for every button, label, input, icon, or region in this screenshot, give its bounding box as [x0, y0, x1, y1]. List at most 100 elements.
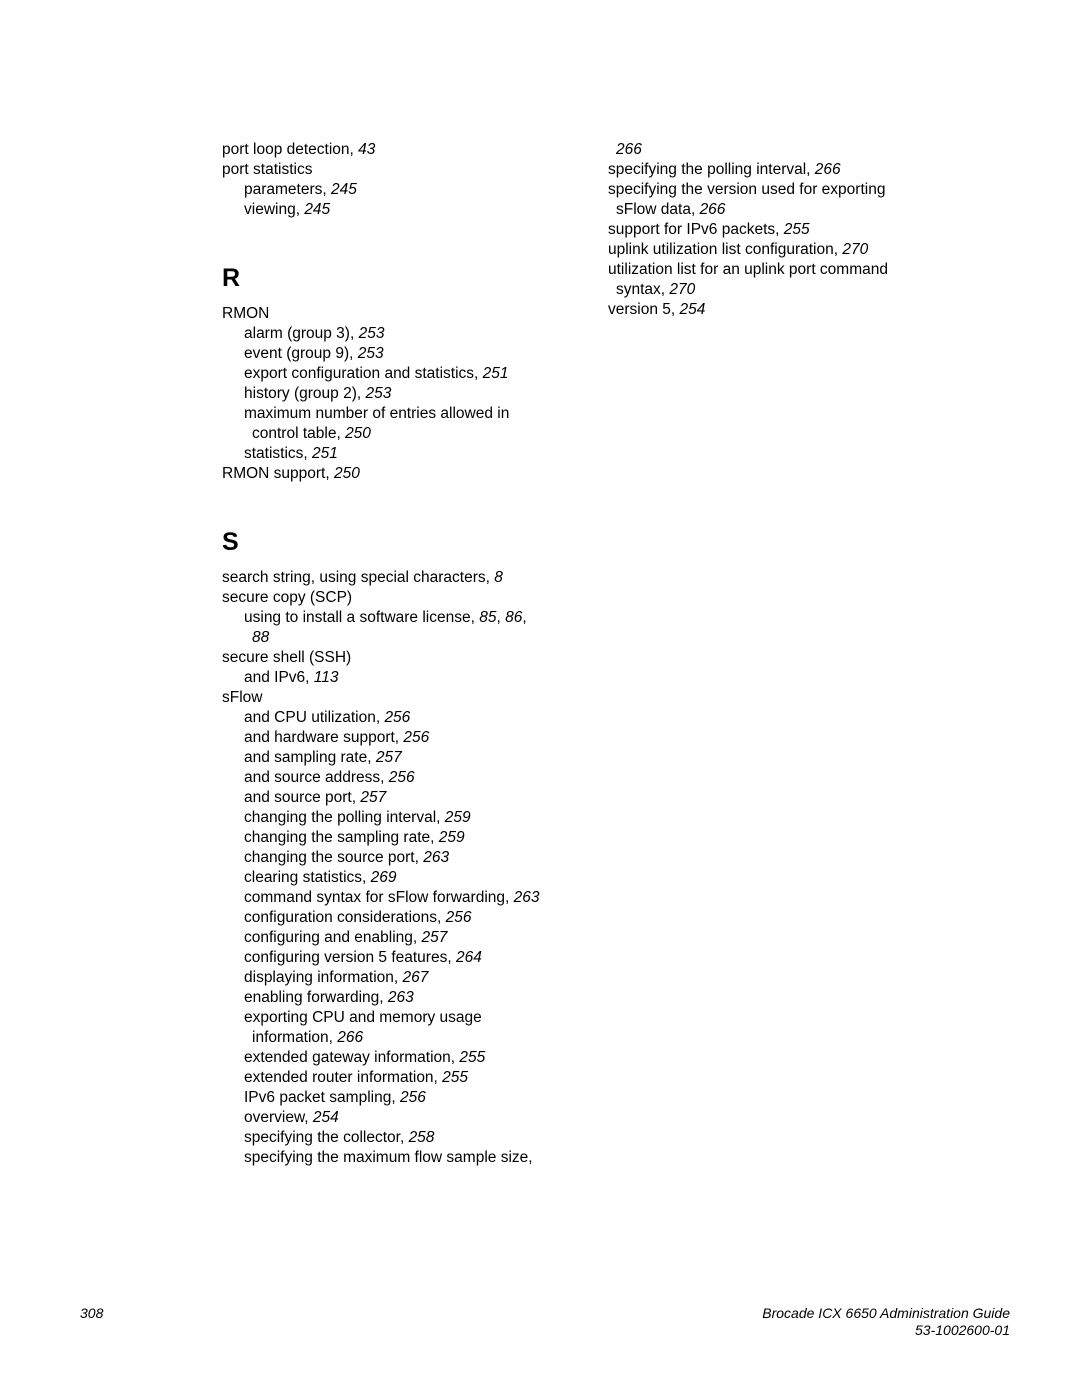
page-reference[interactable]: 113 — [314, 669, 339, 686]
page-reference[interactable]: 255 — [459, 1049, 485, 1066]
page-reference[interactable]: 254 — [680, 301, 706, 318]
index-entry: and sampling rate, 257 — [222, 748, 602, 768]
index-entry: 88 — [222, 628, 602, 648]
index-entry: RMON support, 250 — [222, 464, 602, 484]
index-column-left: port loop detection, 43port statisticspa… — [222, 140, 602, 1168]
page-reference[interactable]: 254 — [313, 1109, 339, 1126]
page-reference[interactable]: 263 — [423, 849, 449, 866]
page-reference[interactable]: 257 — [422, 929, 448, 946]
index-entry: clearing statistics, 269 — [222, 868, 602, 888]
page-reference[interactable]: 251 — [312, 445, 338, 462]
index-entry: specifying the version used for exportin… — [586, 180, 966, 200]
page-reference[interactable]: 43 — [358, 141, 375, 158]
page-reference[interactable]: 255 — [784, 221, 810, 238]
index-column-right: 266specifying the polling interval, 266s… — [586, 140, 966, 320]
page-reference[interactable]: 269 — [371, 869, 397, 886]
page-reference[interactable]: 266 — [815, 161, 841, 178]
index-entry: configuration considerations, 256 — [222, 908, 602, 928]
page-reference[interactable]: 88 — [252, 629, 269, 646]
index-entry: search string, using special characters,… — [222, 568, 602, 588]
index-entry: RMON — [222, 304, 602, 324]
index-entry: sFlow — [222, 688, 602, 708]
footer-page-number: 308 — [80, 1305, 103, 1321]
index-entry: overview, 254 — [222, 1108, 602, 1128]
index-entry: sFlow data, 266 — [586, 200, 966, 220]
page-reference[interactable]: 266 — [616, 141, 642, 158]
page-reference[interactable]: 250 — [345, 425, 371, 442]
page-reference[interactable]: 253 — [358, 345, 384, 362]
index-entry: version 5, 254 — [586, 300, 966, 320]
index-section-head: R — [222, 268, 602, 288]
index-entry: specifying the maximum flow sample size, — [222, 1148, 602, 1168]
page-reference[interactable]: 264 — [456, 949, 482, 966]
index-entry: changing the polling interval, 259 — [222, 808, 602, 828]
page-reference[interactable]: 253 — [359, 325, 385, 342]
index-entry: viewing, 245 — [222, 200, 602, 220]
page-reference[interactable]: 85 — [479, 609, 496, 626]
index-entry: and source port, 257 — [222, 788, 602, 808]
index-entry: specifying the polling interval, 266 — [586, 160, 966, 180]
index-entry: export configuration and statistics, 251 — [222, 364, 602, 384]
index-entry: port loop detection, 43 — [222, 140, 602, 160]
index-entry: statistics, 251 — [222, 444, 602, 464]
index-entry: information, 266 — [222, 1028, 602, 1048]
index-entry: port statistics — [222, 160, 602, 180]
page-reference[interactable]: 263 — [514, 889, 540, 906]
page-reference[interactable]: 255 — [442, 1069, 468, 1086]
page-reference[interactable]: 256 — [400, 1089, 426, 1106]
index-entry: and IPv6, 113 — [222, 668, 602, 688]
page-reference[interactable]: 250 — [334, 465, 360, 482]
page-reference[interactable]: 245 — [304, 201, 330, 218]
page-reference[interactable]: 245 — [331, 181, 357, 198]
page-reference[interactable]: 253 — [365, 385, 391, 402]
page-reference[interactable]: 258 — [409, 1129, 435, 1146]
page-reference[interactable]: 259 — [439, 829, 465, 846]
index-entry: exporting CPU and memory usage — [222, 1008, 602, 1028]
index-entry: alarm (group 3), 253 — [222, 324, 602, 344]
index-entry: and CPU utilization, 256 — [222, 708, 602, 728]
index-entry: changing the source port, 263 — [222, 848, 602, 868]
page-reference[interactable]: 270 — [842, 241, 868, 258]
footer-doc-title: Brocade ICX 6650 Administration Guide — [762, 1305, 1010, 1321]
index-section-head: S — [222, 532, 602, 552]
index-entry: changing the sampling rate, 259 — [222, 828, 602, 848]
page-reference[interactable]: 259 — [445, 809, 471, 826]
index-entry: 266 — [586, 140, 966, 160]
page-reference[interactable]: 256 — [403, 729, 429, 746]
index-entry: utilization list for an uplink port comm… — [586, 260, 966, 280]
page-reference[interactable]: 266 — [337, 1029, 363, 1046]
page-footer: 308 Brocade ICX 6650 Administration Guid… — [80, 1305, 1010, 1339]
page-reference[interactable]: 257 — [376, 749, 402, 766]
page-reference[interactable]: 257 — [360, 789, 386, 806]
index-entry: event (group 9), 253 — [222, 344, 602, 364]
index-entry: configuring and enabling, 257 — [222, 928, 602, 948]
index-entry: control table, 250 — [222, 424, 602, 444]
page-reference[interactable]: 267 — [403, 969, 429, 986]
index-entry: and source address, 256 — [222, 768, 602, 788]
index-entry: syntax, 270 — [586, 280, 966, 300]
index-entry: secure copy (SCP) — [222, 588, 602, 608]
page-reference[interactable]: 251 — [483, 365, 509, 382]
index-entry: enabling forwarding, 263 — [222, 988, 602, 1008]
page-reference[interactable]: 263 — [388, 989, 414, 1006]
index-entry: history (group 2), 253 — [222, 384, 602, 404]
page-reference[interactable]: 8 — [494, 569, 503, 586]
index-entry: and hardware support, 256 — [222, 728, 602, 748]
index-entry: displaying information, 267 — [222, 968, 602, 988]
index-entry: parameters, 245 — [222, 180, 602, 200]
page-reference[interactable]: 256 — [389, 769, 415, 786]
index-entry: maximum number of entries allowed in — [222, 404, 602, 424]
index-entry: specifying the collector, 258 — [222, 1128, 602, 1148]
page-reference[interactable]: 256 — [446, 909, 472, 926]
footer-doc-number: 53-1002600-01 — [915, 1322, 1010, 1338]
index-entry: using to install a software license, 85,… — [222, 608, 602, 628]
index-entry: uplink utilization list configuration, 2… — [586, 240, 966, 260]
index-entry: configuring version 5 features, 264 — [222, 948, 602, 968]
page-reference[interactable]: 270 — [669, 281, 695, 298]
index-entry: secure shell (SSH) — [222, 648, 602, 668]
page-reference[interactable]: 266 — [700, 201, 726, 218]
index-entry: IPv6 packet sampling, 256 — [222, 1088, 602, 1108]
index-entry: extended gateway information, 255 — [222, 1048, 602, 1068]
page-reference[interactable]: 86 — [505, 609, 522, 626]
page-reference[interactable]: 256 — [384, 709, 410, 726]
